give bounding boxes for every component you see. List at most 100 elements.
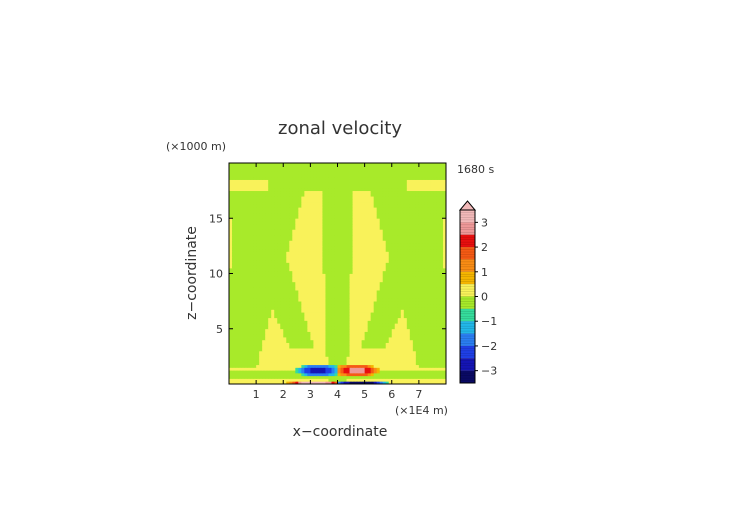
field-cell bbox=[310, 290, 314, 294]
field-cell bbox=[391, 212, 396, 216]
field-cell bbox=[277, 218, 281, 222]
field-cell bbox=[304, 367, 308, 371]
field-cell bbox=[436, 298, 441, 302]
field-cell bbox=[238, 342, 242, 346]
field-cell bbox=[331, 279, 335, 283]
field-cell bbox=[430, 303, 435, 308]
field-cell bbox=[277, 234, 281, 238]
field-cell bbox=[397, 215, 402, 219]
field-cell bbox=[271, 209, 275, 214]
field-cell bbox=[400, 348, 405, 352]
field-cell bbox=[382, 303, 387, 308]
field-cell bbox=[430, 309, 435, 313]
field-cell bbox=[313, 245, 317, 250]
field-cell bbox=[229, 254, 233, 258]
field-cell bbox=[244, 201, 248, 205]
field-cell bbox=[418, 364, 423, 368]
field-cell bbox=[340, 331, 344, 335]
field-cell bbox=[334, 281, 338, 285]
field-cell bbox=[307, 281, 311, 285]
field-cell bbox=[355, 262, 359, 266]
field-cell bbox=[307, 325, 311, 330]
field-cell bbox=[382, 267, 387, 272]
field-cell bbox=[325, 218, 329, 222]
field-cell bbox=[433, 290, 438, 294]
field-cell bbox=[289, 234, 293, 238]
field-cell bbox=[409, 287, 414, 291]
field-cell bbox=[442, 372, 447, 377]
field-cell bbox=[406, 353, 411, 357]
field-cell bbox=[244, 295, 248, 299]
field-cell bbox=[355, 267, 359, 272]
field-cell bbox=[268, 265, 272, 269]
field-cell bbox=[247, 267, 251, 272]
field-cell bbox=[292, 325, 296, 330]
field-cell bbox=[367, 251, 372, 255]
field-cell bbox=[331, 331, 335, 335]
field-cell bbox=[370, 337, 375, 341]
field-cell bbox=[385, 312, 390, 316]
field-cell bbox=[289, 361, 293, 366]
field-cell bbox=[250, 196, 254, 200]
field-cell bbox=[271, 190, 275, 194]
field-cell bbox=[247, 204, 251, 208]
field-cell bbox=[289, 331, 293, 335]
field-cell bbox=[370, 276, 375, 280]
field-cell bbox=[286, 323, 290, 327]
field-cell bbox=[439, 212, 444, 216]
field-cell bbox=[265, 193, 269, 197]
field-cell bbox=[259, 378, 263, 382]
field-cell bbox=[283, 245, 287, 250]
field-cell bbox=[382, 295, 387, 299]
field-cell bbox=[409, 248, 414, 252]
field-cell bbox=[364, 292, 369, 296]
field-cell bbox=[403, 350, 408, 355]
field-cell bbox=[388, 323, 393, 327]
field-cell bbox=[385, 270, 390, 274]
field-cell bbox=[271, 212, 275, 216]
field-cell bbox=[427, 353, 432, 357]
field-cell bbox=[286, 309, 290, 313]
field-cell bbox=[319, 312, 323, 316]
field-cell bbox=[256, 309, 260, 313]
field-cell bbox=[358, 276, 363, 280]
field-cell bbox=[232, 284, 236, 288]
field-cell bbox=[280, 262, 284, 266]
field-cell bbox=[280, 301, 284, 305]
field-cell bbox=[322, 367, 326, 371]
field-cell bbox=[328, 309, 332, 313]
field-cell bbox=[316, 359, 320, 363]
field-cell bbox=[418, 298, 423, 302]
field-cell bbox=[268, 226, 272, 230]
field-cell bbox=[418, 276, 423, 280]
field-cell bbox=[412, 342, 417, 346]
field-cell bbox=[436, 265, 441, 269]
field-cell bbox=[406, 273, 411, 277]
field-cell bbox=[295, 372, 299, 377]
field-cell bbox=[277, 262, 281, 266]
field-cell bbox=[262, 309, 266, 313]
field-cell bbox=[334, 234, 338, 238]
field-cell bbox=[247, 370, 251, 374]
field-cell bbox=[397, 342, 402, 346]
field-cell bbox=[289, 267, 293, 272]
field-cell bbox=[334, 375, 338, 379]
field-cell bbox=[337, 201, 341, 205]
field-cell bbox=[415, 359, 420, 363]
field-cell bbox=[301, 339, 305, 343]
field-cell bbox=[289, 265, 293, 269]
field-cell bbox=[400, 334, 405, 338]
field-cell bbox=[265, 221, 269, 225]
field-cell bbox=[355, 334, 359, 338]
field-cell bbox=[331, 281, 335, 285]
field-cell bbox=[334, 193, 338, 197]
field-cell bbox=[316, 256, 320, 261]
field-cell bbox=[301, 212, 305, 216]
field-cell bbox=[406, 345, 411, 349]
field-cell bbox=[430, 325, 435, 330]
field-cell bbox=[319, 212, 323, 216]
field-cell bbox=[364, 295, 369, 299]
field-cell bbox=[406, 334, 411, 338]
field-cell bbox=[412, 298, 417, 302]
field-cell bbox=[229, 323, 233, 327]
